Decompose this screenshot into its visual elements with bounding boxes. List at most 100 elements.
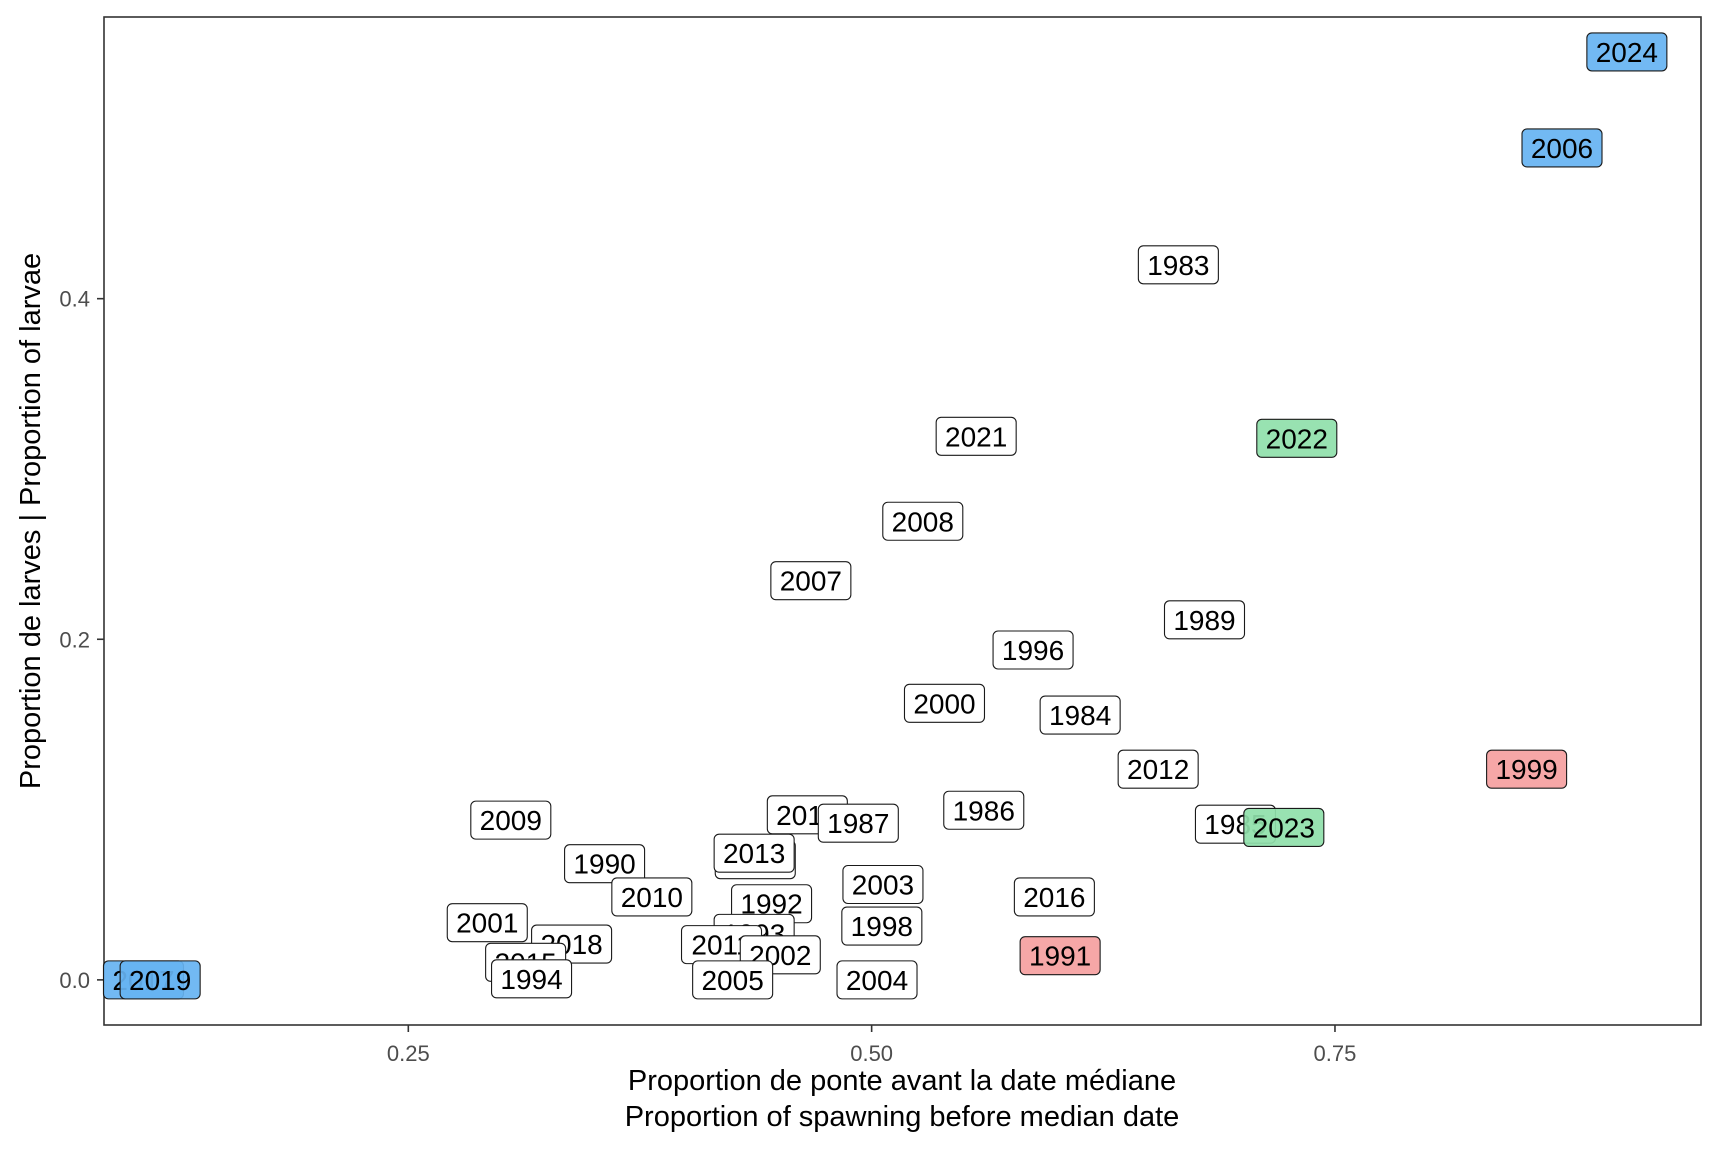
point-box (713, 833, 795, 873)
point-box (935, 416, 1017, 456)
point-text: 1998 (851, 911, 913, 942)
point-text: 2001 (456, 908, 518, 939)
point-label-1989: 1989 (1163, 600, 1246, 640)
point-box (1163, 600, 1246, 640)
point-box (1256, 418, 1338, 458)
point-text: 2013 (723, 838, 785, 869)
point-label-2009: 2009 (470, 800, 552, 840)
point-label-2005: 2005 (692, 960, 774, 1000)
y-axis-title: Proportion de larves | Proportion of lar… (15, 253, 47, 789)
point-label-2023: 2023 (1243, 807, 1325, 848)
x-tick-label: 0.25 (387, 1041, 430, 1066)
point-text: 2024 (1596, 37, 1658, 68)
point-text: 2010 (621, 882, 683, 913)
point-text: 1987 (827, 808, 889, 839)
point-label-1987: 1987 (817, 803, 899, 843)
point-text: 2021 (945, 421, 1007, 452)
point-label-1998: 1998 (841, 906, 923, 946)
point-label-2022: 2022 (1256, 418, 1338, 458)
point-text: 1999 (1495, 754, 1557, 785)
point-text: 2016 (1023, 882, 1085, 913)
point-label-1994: 1994 (491, 959, 573, 999)
point-text: 1986 (953, 795, 1015, 826)
point-box (992, 630, 1074, 670)
point-label-2010: 2010 (611, 877, 693, 917)
point-label-1996: 1996 (992, 630, 1074, 670)
point-label-1990: 1990 (564, 844, 646, 884)
point-label-2019: 2019 (119, 960, 201, 1000)
point-box (692, 960, 774, 1000)
point-text: 2006 (1531, 133, 1593, 164)
point-box (1117, 749, 1199, 789)
point-text: 1994 (500, 964, 562, 995)
point-label-2021: 2021 (935, 416, 1017, 456)
point-label-2024: 2024 (1586, 32, 1668, 72)
point-text: 2023 (1253, 812, 1315, 843)
point-text: 2003 (852, 870, 914, 901)
point-box (817, 803, 899, 843)
point-box (564, 844, 646, 884)
point-text: 2022 (1266, 423, 1328, 454)
x-axis-title: Proportion de ponte avant la date médian… (628, 1065, 1176, 1097)
point-box (1243, 807, 1325, 848)
point-label-2008: 2008 (882, 501, 964, 541)
point-box (1013, 877, 1095, 917)
point-text: 1996 (1002, 635, 1064, 666)
point-label-2001: 2001 (446, 903, 528, 943)
point-box (882, 501, 964, 541)
y-tick-label: 0.4 (59, 287, 90, 312)
point-text: 1983 (1147, 250, 1209, 281)
point-label-1983: 1983 (1137, 245, 1219, 285)
data-points: 2024 2006 1983 2021 2022 2008 2007 1989 1996 2000… (102, 32, 1668, 1000)
x-axis: 0.25 0.50 0.75 (387, 1025, 1356, 1066)
point-text: 2019 (129, 965, 191, 996)
point-box (841, 906, 923, 946)
point-text: 1990 (573, 849, 635, 880)
point-text: 2000 (913, 688, 975, 719)
point-text: 2004 (846, 965, 908, 996)
point-box (903, 683, 986, 723)
point-label-2016: 2016 (1013, 877, 1095, 917)
point-label-1986: 1986 (943, 790, 1025, 830)
point-box (1019, 936, 1101, 976)
point-text: 1991 (1029, 941, 1091, 972)
point-box (770, 561, 852, 601)
point-text: 2005 (701, 965, 763, 996)
point-text: 2012 (1127, 754, 1189, 785)
point-box (842, 864, 924, 905)
y-axis: 0.0 0.2 0.4 (59, 287, 104, 993)
point-text: 1989 (1173, 605, 1235, 636)
point-box (491, 959, 573, 999)
point-text: 2007 (780, 566, 842, 597)
x-tick-label: 0.50 (850, 1041, 893, 1066)
point-label-2003: 2003 (842, 864, 924, 905)
point-label-2000: 2000 (903, 683, 986, 723)
point-box (611, 877, 693, 917)
point-label-2013: 2013 (713, 833, 795, 873)
x-axis-title-line2: Proportion of spawning before median dat… (625, 1101, 1180, 1133)
point-box (1137, 245, 1219, 285)
point-text: 2009 (480, 805, 542, 836)
point-box (470, 800, 552, 840)
point-box (1486, 749, 1568, 789)
point-label-1984: 1984 (1039, 695, 1121, 735)
point-text: 2008 (892, 506, 954, 537)
point-box (119, 960, 201, 1000)
point-box (943, 790, 1025, 830)
point-label-1999: 1999 (1486, 749, 1568, 789)
y-tick-label: 0.2 (59, 627, 90, 652)
point-label-2004: 2004 (836, 960, 918, 1000)
y-tick-label: 0.0 (59, 968, 90, 993)
point-label-1991: 1991 (1019, 936, 1101, 976)
point-label-2006: 2006 (1521, 128, 1603, 168)
point-box (446, 903, 528, 943)
point-box (836, 960, 918, 1000)
x-tick-label: 0.75 (1314, 1041, 1357, 1066)
point-text: 1984 (1049, 700, 1111, 731)
point-box (1586, 32, 1668, 72)
point-box (1039, 695, 1121, 735)
point-label-2012: 2012 (1117, 749, 1199, 789)
point-label-2007: 2007 (770, 561, 852, 601)
point-box (1521, 128, 1603, 168)
